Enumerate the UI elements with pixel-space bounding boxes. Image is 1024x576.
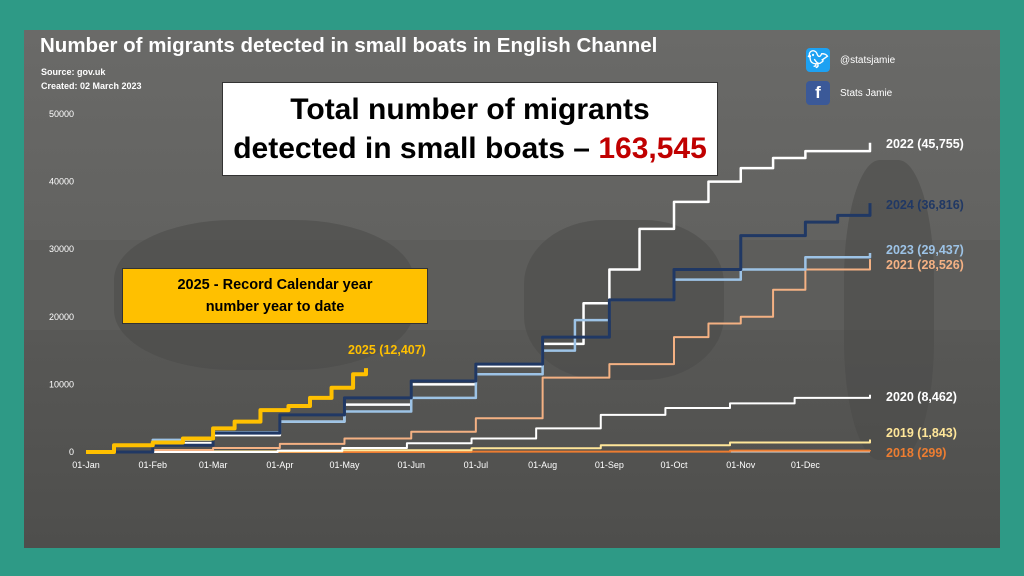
x-tick-label: 01-Oct xyxy=(660,460,688,470)
callout-total-value: 163,545 xyxy=(598,132,707,165)
x-tick-label: 01-Jul xyxy=(464,460,489,470)
series-end-label-2019: 2019 (1,843) xyxy=(886,426,957,440)
record-year-box: 2025 - Record Calendar year number year … xyxy=(122,268,428,324)
series-end-label-2023: 2023 (29,437) xyxy=(886,243,964,257)
record-box-line-2: number year to date xyxy=(205,299,345,315)
callout-line-2-text: detected in small boats – xyxy=(233,132,590,165)
series-end-label-2024: 2024 (36,816) xyxy=(886,198,964,212)
x-tick-label: 01-Dec xyxy=(791,460,821,470)
x-tick-label: 01-Jun xyxy=(397,460,425,470)
record-box-line-1: 2025 - Record Calendar year xyxy=(177,277,373,293)
series-line-2018 xyxy=(86,449,871,453)
x-tick-label: 01-Apr xyxy=(266,460,293,470)
series-line-2025 xyxy=(86,368,368,454)
callout-line-1: Total number of migrants xyxy=(290,93,650,126)
twitter-handle: @statsjamie xyxy=(840,54,896,66)
line-chart: 0 10000 20000 30000 40000 50000 01-Jan 01-Feb 01… xyxy=(49,109,964,470)
facebook-link[interactable]: f Stats Jamie xyxy=(806,81,892,105)
x-tick-label: 01-May xyxy=(329,460,360,470)
facebook-f-icon: f xyxy=(806,81,830,105)
y-tick-label: 10000 xyxy=(49,379,74,389)
y-tick-label: 0 xyxy=(69,447,74,457)
x-tick-label: 01-Jan xyxy=(72,460,100,470)
series-end-label-2022: 2022 (45,755) xyxy=(886,137,964,151)
facebook-name: Stats Jamie xyxy=(840,87,893,99)
series-end-label-2025: 2025 (12,407) xyxy=(348,343,426,357)
background-photo-figure xyxy=(844,160,934,460)
y-tick-label: 50000 xyxy=(49,109,74,119)
y-tick-label: 40000 xyxy=(49,177,74,187)
x-tick-label: 01-Sep xyxy=(595,460,624,470)
created-date: Created: 02 March 2023 xyxy=(41,81,142,91)
y-tick-label: 30000 xyxy=(49,244,74,254)
twitter-link[interactable]: 🐦︎ @statsjamie xyxy=(806,48,895,72)
x-tick-label: 01-Mar xyxy=(199,460,228,470)
twitter-bird-icon: 🐦︎ xyxy=(806,48,830,72)
callout-line-2: detected in small boats – 163,545 xyxy=(223,129,717,168)
chart-frame: 0 10000 20000 30000 40000 50000 01-Jan 01-Feb 01… xyxy=(24,30,1000,548)
x-tick-label: 01-Nov xyxy=(726,460,756,470)
x-tick-label: 01-Feb xyxy=(139,460,168,470)
series-line-2021 xyxy=(86,259,871,453)
series-line-2020 xyxy=(86,394,871,453)
chart-title: Number of migrants detected in small boa… xyxy=(40,34,658,57)
series-end-label-2021: 2021 (28,526) xyxy=(886,258,964,272)
source-note: Source: gov.uk xyxy=(41,67,106,77)
y-tick-label: 20000 xyxy=(49,312,74,322)
series-end-label-2020: 2020 (8,462) xyxy=(886,390,957,404)
total-callout-box: Total number of migrants detected in sma… xyxy=(222,82,718,176)
series-end-label-2018: 2018 (299) xyxy=(886,446,946,460)
x-tick-label: 01-Aug xyxy=(528,460,557,470)
series-line-2024 xyxy=(86,203,872,454)
